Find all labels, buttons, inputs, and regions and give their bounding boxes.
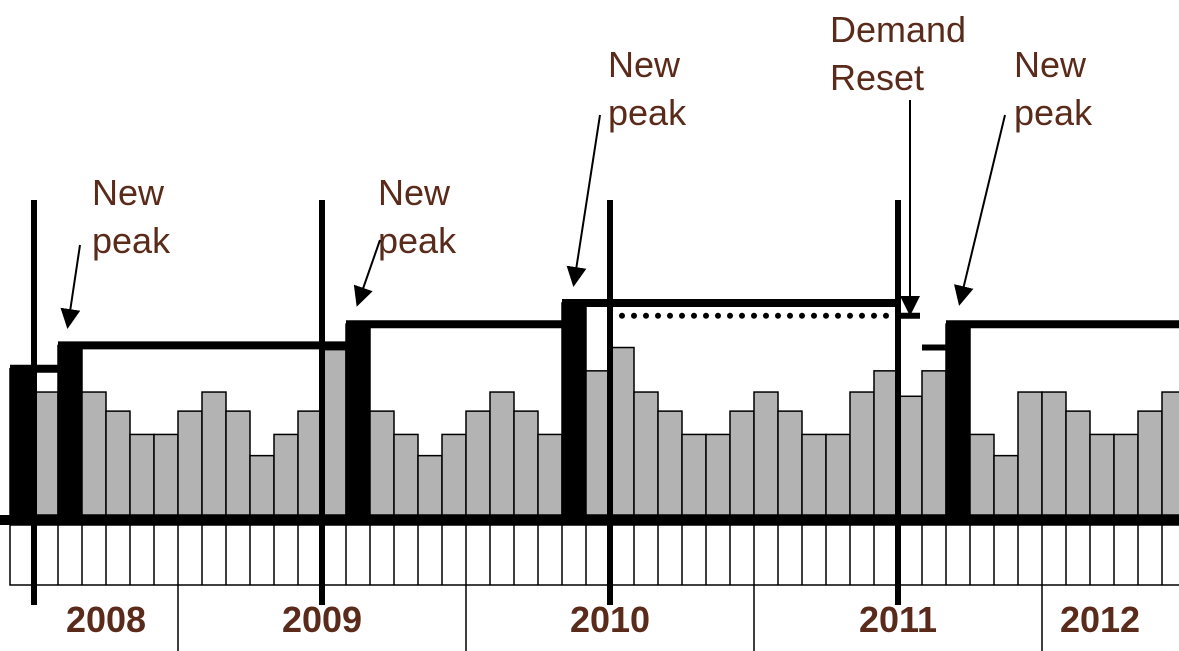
- bar: [297, 410, 323, 516]
- bar: [81, 391, 107, 516]
- bar: [1161, 391, 1179, 516]
- bar: [777, 410, 803, 516]
- year-label: 2009: [282, 599, 362, 640]
- peak-bar: [945, 323, 971, 516]
- annotation-text: peak: [378, 220, 457, 261]
- bar: [849, 391, 875, 516]
- annotation-arrow: [353, 239, 381, 307]
- bar: [1137, 410, 1163, 516]
- annotation-arrow: [60, 244, 81, 329]
- bar: [417, 454, 443, 516]
- annotation-text: New: [1014, 44, 1087, 85]
- bar: [1065, 410, 1091, 516]
- bar: [33, 391, 59, 516]
- bar: [825, 433, 851, 516]
- bar: [609, 346, 635, 516]
- bar: [465, 410, 491, 516]
- bar: [729, 410, 755, 516]
- bar: [393, 433, 419, 516]
- year-label: 2008: [66, 599, 146, 640]
- annotation-arrow: [566, 114, 601, 287]
- bar: [633, 391, 659, 516]
- bar: [273, 433, 299, 516]
- cell-row: [9, 524, 1179, 586]
- annotation-text: New: [378, 172, 451, 213]
- annotation-text: New: [92, 172, 165, 213]
- bar: [105, 410, 131, 516]
- peak-bar: [561, 302, 587, 516]
- bar: [897, 395, 923, 516]
- year-label: 2011: [859, 599, 937, 640]
- bar: [1113, 433, 1139, 516]
- annotation-text: peak: [608, 92, 687, 133]
- bar: [489, 391, 515, 516]
- bar: [177, 410, 203, 516]
- bar: [993, 454, 1019, 516]
- bar: [225, 410, 251, 516]
- annotation-text: peak: [1014, 92, 1093, 133]
- bar: [441, 433, 467, 516]
- bar: [129, 433, 155, 516]
- bar: [921, 370, 947, 516]
- bar: [873, 370, 899, 516]
- bar: [369, 410, 395, 516]
- bar: [1089, 433, 1115, 516]
- annotation-text: New: [608, 44, 681, 85]
- peak-bar: [345, 323, 371, 516]
- bar: [801, 433, 827, 516]
- annotation-text: Reset: [830, 57, 924, 98]
- bar: [657, 410, 683, 516]
- bar: [1041, 391, 1067, 516]
- bar: [585, 370, 611, 516]
- bar: [153, 433, 179, 516]
- bar: [681, 433, 707, 516]
- bar: [1017, 391, 1043, 516]
- bar: [969, 433, 995, 516]
- bar: [321, 348, 347, 516]
- bar: [513, 410, 539, 516]
- peak-bar: [57, 344, 83, 516]
- year-label: 2010: [570, 599, 650, 640]
- bar: [249, 454, 275, 516]
- annotation-text: Demand: [830, 9, 966, 50]
- bar: [537, 433, 563, 516]
- annotation-arrow: [954, 114, 1006, 306]
- peak-bar: [9, 367, 35, 516]
- annotation-text: peak: [92, 220, 171, 261]
- bar: [753, 391, 779, 516]
- bar: [705, 433, 731, 516]
- baseline: [0, 515, 1179, 525]
- bar: [201, 391, 227, 516]
- year-label: 2012: [1060, 599, 1140, 640]
